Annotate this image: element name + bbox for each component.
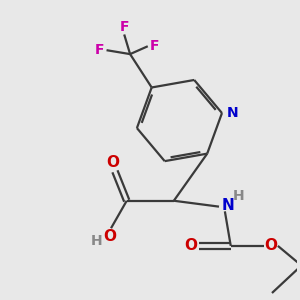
Text: O: O	[104, 230, 117, 244]
Text: F: F	[150, 39, 160, 53]
Text: F: F	[95, 43, 104, 57]
Text: N: N	[227, 106, 238, 120]
Text: F: F	[119, 20, 129, 34]
Text: N: N	[222, 198, 235, 213]
Text: O: O	[265, 238, 278, 253]
Text: O: O	[184, 238, 197, 253]
Text: O: O	[106, 155, 119, 170]
Text: H: H	[90, 234, 102, 248]
Text: H: H	[233, 189, 244, 202]
